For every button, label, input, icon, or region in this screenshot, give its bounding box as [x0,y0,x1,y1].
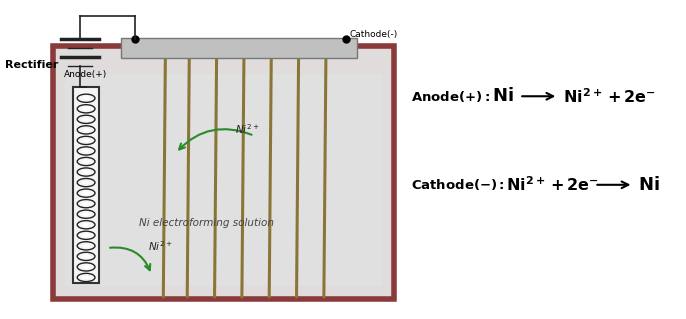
Circle shape [82,191,90,195]
Circle shape [82,255,90,258]
Circle shape [82,234,90,237]
Text: Cathode(-): Cathode(-) [350,30,398,39]
Circle shape [82,107,90,111]
Circle shape [82,212,90,216]
Text: $\mathbf{Ni}$: $\mathbf{Ni}$ [638,176,660,194]
Text: $\mathbf{Cathode(-):}$: $\mathbf{Cathode(-):}$ [412,177,505,192]
Bar [53,46,394,299]
Bar [73,87,99,283]
Text: Anode(+): Anode(+) [64,70,107,79]
Circle shape [82,170,90,174]
Text: $\mathbf{Anode(+):}$: $\mathbf{Anode(+):}$ [412,89,490,104]
Circle shape [82,265,90,269]
Bar [121,38,357,58]
Circle shape [82,202,90,205]
Text: $\mathit{Ni}^{2+}$: $\mathit{Ni}^{2+}$ [148,240,173,253]
Circle shape [82,276,90,279]
Circle shape [82,128,90,132]
Circle shape [82,160,90,163]
Circle shape [82,244,90,248]
Circle shape [82,117,90,121]
Text: Rectifier: Rectifier [5,60,58,70]
Text: $\mathbf{Ni^{2+} + 2e^{-}}$: $\mathbf{Ni^{2+} + 2e^{-}}$ [506,175,599,194]
Text: $\mathit{Ni}^{2+}$: $\mathit{Ni}^{2+}$ [235,122,260,136]
Circle shape [82,96,90,100]
Circle shape [82,149,90,153]
Text: $\mathbf{Ni^{2+} + 2e^{-}}$: $\mathbf{Ni^{2+} + 2e^{-}}$ [563,87,656,106]
Text: Ni electroforming solution: Ni electroforming solution [139,218,274,228]
Circle shape [82,181,90,184]
Circle shape [82,223,90,226]
Text: $\mathbf{Ni}$: $\mathbf{Ni}$ [492,87,514,105]
Bar [65,74,383,286]
Circle shape [82,138,90,142]
